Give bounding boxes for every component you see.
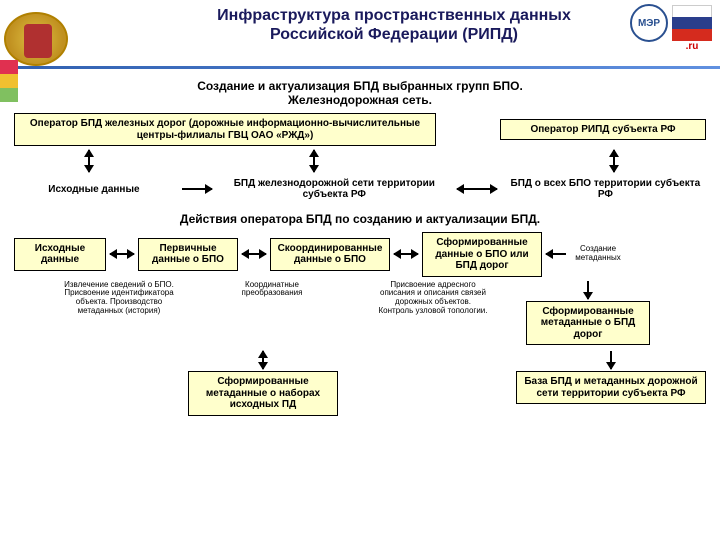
emblem-left [4, 12, 68, 66]
arrow-icon [182, 188, 212, 190]
box-operator-bpd: Оператор БПД железных дорог (дорожные ин… [14, 113, 436, 146]
annot-extract: Извлечение сведений о БПО. Присвоение ид… [64, 281, 174, 316]
arrow-icon [88, 150, 90, 172]
box-bpd-all: БПД о всех БПО территории субъекта РФ [505, 174, 706, 204]
arrow-icon [457, 188, 497, 190]
node-source: Исходные данные [14, 238, 106, 271]
node-meta-src: Сформированные метаданные о наборах исхо… [188, 371, 338, 416]
arrow-icon [242, 253, 266, 255]
arrow-icon [394, 253, 418, 255]
arrow-icon [262, 351, 264, 369]
arrow-icon [110, 253, 134, 255]
node-coord: Скоординированные данные о БПО [270, 238, 390, 271]
box-operator-ripd: Оператор РИПД субъекта РФ [500, 119, 706, 141]
header-divider [0, 66, 720, 69]
section2-title: Действия оператора БПД по созданию и акт… [14, 212, 706, 226]
logos-right: МЭР .ru [630, 4, 712, 42]
page-title: Инфраструктура пространственных данных Р… [80, 6, 708, 44]
annot-address: Присвоение адресного описания и описания… [378, 281, 488, 316]
arrow-icon [613, 150, 615, 172]
title-line2: Российской Федерации (РИПД) [80, 25, 708, 44]
node-meta-bpd: Сформированные метаданные о БПД дорог [526, 301, 650, 346]
arrow-icon [546, 253, 566, 255]
box-source-data: Исходные данные [14, 180, 174, 199]
title-line1: Инфраструктура пространственных данных [80, 6, 708, 25]
subtitle: Создание и актуализация БПД выбранных гр… [14, 79, 706, 107]
node-db: База БПД и метаданных дорожной сети терр… [516, 371, 706, 404]
node-primary: Первичные данные о БПО [138, 238, 238, 271]
arrow-icon [610, 351, 612, 369]
arrow-icon [587, 281, 589, 299]
ministry-badge: МЭР [630, 4, 668, 42]
annot-side: Создание метаданных [570, 245, 626, 263]
arrow-icon [313, 150, 315, 172]
box-bpd-net: БПД железнодорожной сети территории субъ… [220, 174, 449, 204]
node-formed: Сформированные данные о БПО или БПД доро… [422, 232, 542, 277]
annot-transform: Координатные преобразования [222, 281, 322, 299]
flag-icon: .ru [672, 5, 712, 41]
